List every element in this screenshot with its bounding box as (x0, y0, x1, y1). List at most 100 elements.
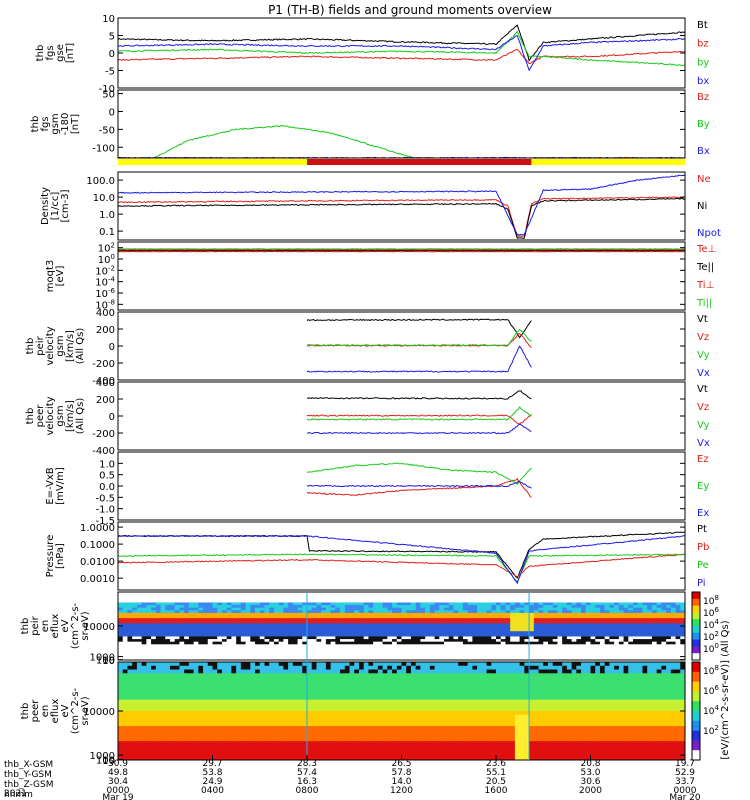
heatmap-cell (184, 707, 190, 712)
heatmap-cell (207, 646, 213, 651)
heatmap-cell (288, 641, 294, 645)
heatmap-cell (330, 644, 336, 648)
heatmap-cell (288, 636, 294, 640)
heatmap-cell (524, 707, 530, 712)
heatmap-cell (562, 633, 568, 637)
heatmap-cell (439, 620, 445, 624)
heatmap-cell (311, 692, 317, 697)
heatmap-cell (297, 605, 303, 609)
heatmap-cell (628, 636, 634, 640)
heatmap-cell (599, 680, 606, 686)
heatmap-cell (406, 695, 412, 701)
heatmap-cell (335, 652, 341, 656)
heatmap-cell (264, 711, 270, 716)
heatmap-cell (481, 684, 488, 689)
heatmap-cell (458, 626, 464, 630)
heatmap-cell (217, 662, 223, 667)
heatmap-cell (198, 692, 204, 697)
heatmap-cell (368, 639, 374, 643)
heatmap-cell (571, 644, 577, 648)
heatmap-cell (429, 610, 436, 614)
heatmap-cell (292, 631, 299, 635)
heatmap-cell (236, 605, 242, 609)
heatmap-cell (510, 633, 516, 637)
heatmap-cell (302, 631, 308, 635)
heatmap-cell (146, 657, 152, 661)
heatmap-cell (273, 620, 280, 624)
heatmap-cell (184, 636, 190, 640)
heatmap-cell (656, 692, 662, 697)
heatmap-cell (647, 605, 653, 609)
heatmap-cell (278, 607, 284, 611)
heatmap-cell (245, 677, 251, 682)
heatmap-cell (255, 599, 261, 603)
y-axis-label-line: velocity (45, 326, 56, 365)
y-axis-label-line: (cm^2-s- (70, 602, 81, 649)
heatmap-cell (434, 695, 440, 701)
heatmap-cell (269, 633, 275, 637)
heatmap-cell (127, 597, 133, 601)
heatmap-cell (552, 610, 558, 614)
heatmap-cell (410, 623, 417, 627)
heatmap-cell (576, 602, 582, 606)
heatmap-cell (481, 641, 488, 645)
heatmap-cell (363, 699, 369, 704)
heatmap-cell (368, 607, 374, 611)
heatmap-cell (169, 615, 176, 619)
heatmap-cell (557, 620, 563, 624)
heatmap-cell (576, 665, 582, 671)
heatmap-cell (415, 597, 421, 601)
heatmap-cell (486, 677, 492, 682)
heatmap-cell (373, 657, 379, 661)
heatmap-cell (392, 602, 398, 606)
heatmap-cell (330, 665, 336, 671)
heatmap-cell (136, 649, 143, 653)
heatmap-cell (486, 665, 492, 671)
heatmap-cell (349, 639, 355, 643)
heatmap-cell (387, 665, 393, 671)
heatmap-cell (151, 641, 157, 645)
heatmap-cell (160, 695, 166, 701)
heatmap-cell (174, 688, 180, 693)
heatmap-cell (377, 646, 384, 651)
heatmap-cell (212, 654, 218, 658)
heatmap-cell (392, 688, 398, 693)
heatmap-cell (472, 612, 478, 617)
heatmap-cell (221, 665, 228, 671)
heatmap-cell (543, 620, 549, 624)
heatmap-cell (458, 662, 464, 667)
heatmap-cell (661, 695, 667, 701)
heatmap-cell (538, 654, 544, 658)
heatmap-cell (311, 626, 317, 630)
heatmap-cell (382, 615, 388, 619)
heatmap-cell (188, 649, 195, 653)
heatmap-cell (675, 605, 681, 609)
heatmap-cell (496, 673, 502, 678)
heatmap-cell (330, 594, 336, 598)
heatmap-cell (514, 662, 521, 667)
heatmap-cell (321, 620, 327, 624)
heatmap-cell (245, 692, 251, 697)
heatmap-cell (335, 649, 341, 653)
heatmap-cell (236, 641, 242, 645)
heatmap-cell (335, 592, 341, 596)
heatmap-cell (477, 641, 483, 645)
heatmap-cell (458, 646, 464, 651)
heatmap-cell (311, 673, 317, 678)
heatmap-cell (401, 657, 407, 661)
heatmap-cell (392, 631, 398, 635)
heatmap-cell (203, 657, 209, 661)
heatmap-cell (330, 626, 336, 630)
heatmap-cell (500, 636, 506, 640)
heatmap-cell (571, 610, 577, 614)
heatmap-cell (151, 644, 157, 648)
heatmap-cell (269, 592, 275, 596)
heatmap-cell (302, 677, 308, 682)
heatmap-cell (420, 628, 426, 632)
heatmap-cell (599, 703, 606, 708)
heatmap-cell (415, 641, 421, 645)
heatmap-cell (203, 644, 209, 648)
heatmap-cell (491, 615, 497, 619)
heatmap-cell (302, 623, 308, 627)
